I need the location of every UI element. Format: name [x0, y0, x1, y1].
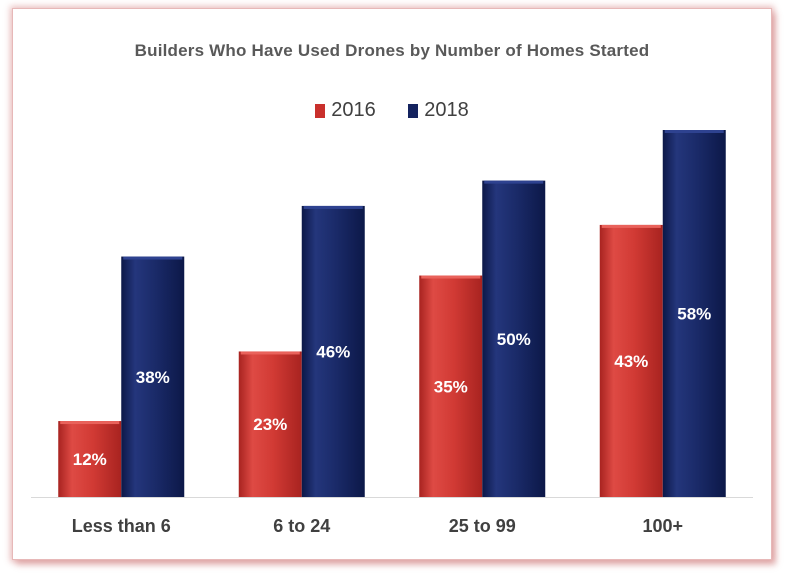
bar-2016-2 — [419, 275, 483, 497]
bar-cap-2018-2 — [484, 180, 544, 184]
bar-2016-3 — [599, 224, 663, 497]
legend-label-2016: 2016 — [331, 99, 376, 121]
legend-swatch-2018 — [408, 103, 419, 118]
data-label-2018-3: 58% — [677, 305, 711, 324]
bar-2016-0 — [58, 421, 122, 497]
legend-swatch-2016 — [315, 103, 326, 118]
category-label-1: 6 to 24 — [273, 516, 330, 536]
bar-cap-2016-3 — [601, 224, 661, 228]
category-label-2: 25 to 99 — [449, 516, 516, 536]
bar-cap-2016-2 — [421, 275, 481, 279]
data-label-2016-2: 35% — [434, 377, 468, 396]
data-label-2018-1: 46% — [316, 342, 350, 361]
bar-cap-2018-0 — [123, 256, 183, 260]
legend-label-2018: 2018 — [424, 99, 469, 121]
bar-2018-3 — [662, 130, 726, 497]
bar-2018-2 — [482, 180, 546, 497]
chart-frame: Builders Who Have Used Drones by Number … — [12, 8, 772, 560]
data-label-2016-0: 12% — [73, 450, 107, 469]
legend-item-2016: 2016 — [315, 99, 376, 122]
category-label-3: 100+ — [642, 516, 683, 536]
data-label-2018-0: 38% — [136, 368, 170, 387]
bar-cap-2016-0 — [60, 421, 120, 425]
bar-2016-1 — [238, 351, 302, 497]
data-label-2016-3: 43% — [614, 352, 648, 371]
bar-cap-2018-3 — [664, 130, 724, 133]
data-label-2016-1: 23% — [253, 415, 287, 434]
data-label-2018-2: 50% — [497, 330, 531, 349]
bar-cap-2018-1 — [303, 205, 363, 209]
legend-item-2018: 2018 — [408, 99, 469, 122]
category-label-0: Less than 6 — [72, 516, 171, 536]
bar-2018-0 — [121, 256, 185, 497]
bar-2018-1 — [301, 205, 365, 497]
chart-title: Builders Who Have Used Drones by Number … — [134, 41, 650, 60]
bar-chart-svg: 12% 38% Less than 6 23% 46% 6 to 24 35% 50% 25 t… — [31, 130, 753, 536]
bar-cap-2016-1 — [240, 351, 300, 355]
chart-legend: 2016 2018 — [13, 99, 771, 123]
